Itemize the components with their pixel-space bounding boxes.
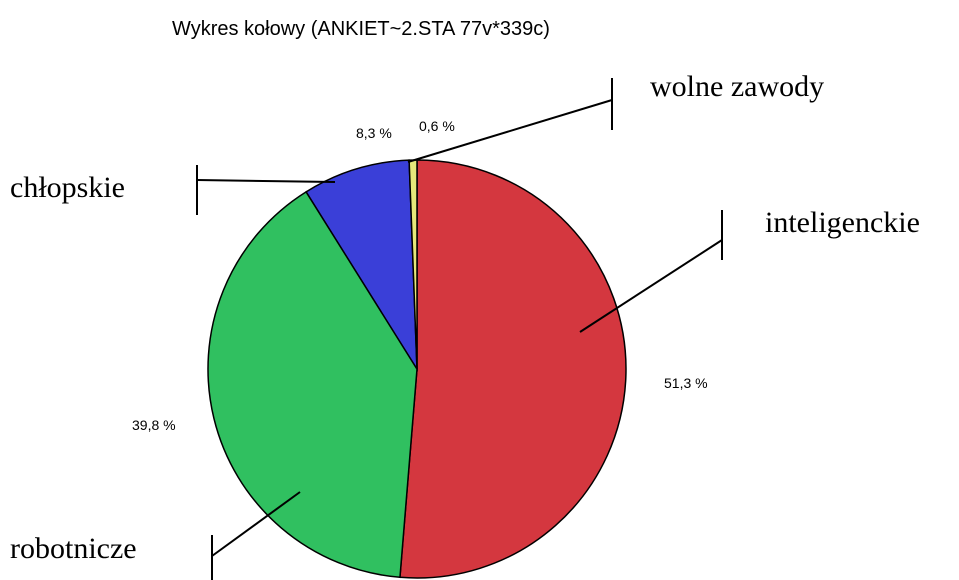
leader-line [407, 99, 613, 163]
category-label: robotnicze [10, 532, 137, 565]
leader-line [196, 179, 336, 183]
pie-slice [305, 159, 418, 372]
leader-line [579, 239, 723, 333]
category-label: wolne zawody [650, 70, 824, 103]
value-label: 51,3 % [664, 375, 708, 391]
category-label: chłopskie [10, 171, 125, 204]
pie [207, 159, 627, 579]
value-label: 0,6 % [419, 118, 455, 134]
pie-slice [207, 190, 418, 579]
leader-line [211, 491, 301, 557]
value-label: 39,8 % [132, 417, 176, 433]
category-label: inteligenckie [765, 206, 920, 239]
pie-slice [399, 159, 627, 579]
chart-title: Wykres kołowy (ANKIET~2.STA 77v*339c) [172, 18, 550, 40]
value-label: 8,3 % [356, 125, 392, 141]
